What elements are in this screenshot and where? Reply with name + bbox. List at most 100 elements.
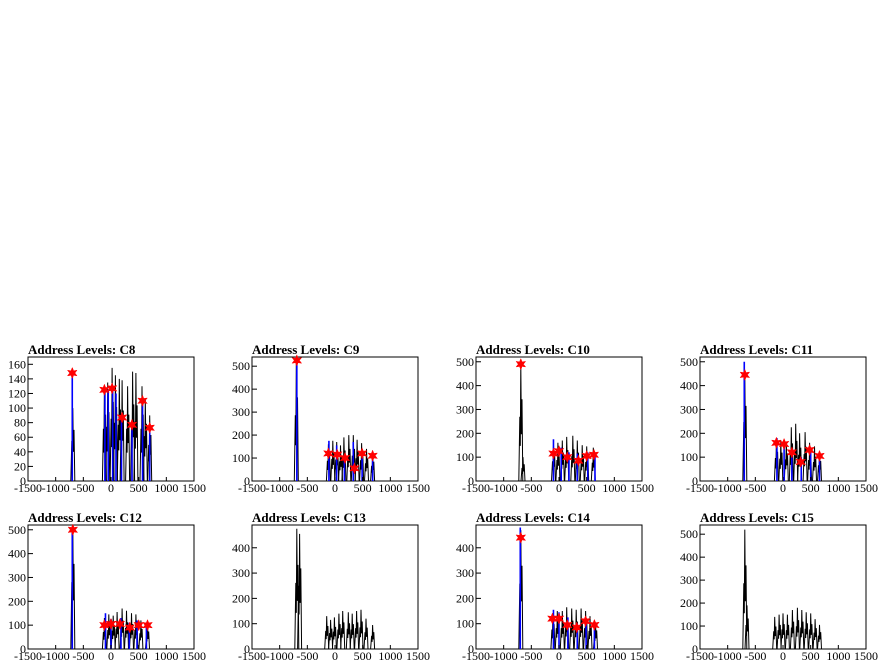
y-tick-label: 0 xyxy=(468,474,474,488)
black-peak-5 xyxy=(780,613,786,650)
peak-marker-3 xyxy=(106,382,118,395)
y-tick-label: 300 xyxy=(680,573,698,587)
x-tick-label: -1000 xyxy=(490,649,518,663)
x-tick-label: -500 xyxy=(744,649,766,663)
black-peak-12 xyxy=(812,619,818,650)
y-tick-label: 100 xyxy=(456,450,474,464)
black-peak-10 xyxy=(133,372,139,482)
chart-title: Address Levels: C13 xyxy=(252,510,366,525)
peak-marker-6 xyxy=(580,615,591,628)
y-tick-label: 500 xyxy=(680,355,698,369)
y-tick-label: 100 xyxy=(8,618,26,632)
peak-marker-1 xyxy=(66,366,78,380)
black-peak-8 xyxy=(125,386,131,482)
y-tick-label: 300 xyxy=(680,402,698,416)
y-tick-label: 0 xyxy=(244,642,250,656)
y-tick-label: 100 xyxy=(232,451,250,465)
peak-marker-7 xyxy=(589,618,600,632)
chart-title: Address Levels: C8 xyxy=(28,342,136,357)
black-peak-8 xyxy=(794,607,800,650)
peak-marker-4 xyxy=(786,446,798,459)
x-tick-label: 0 xyxy=(780,481,786,495)
x-tick-label: 1500 xyxy=(854,481,878,495)
y-tick-label: 100 xyxy=(680,619,698,633)
peak-marker-2 xyxy=(771,436,782,449)
y-tick-label: 400 xyxy=(456,541,474,555)
x-tick-label: 1000 xyxy=(826,649,850,663)
chart-panel-3: Address Levels: C10 0 100 200 300 400 500 -1500… xyxy=(456,342,654,495)
x-tick-label: -1500 xyxy=(462,649,490,663)
black-peak-10 xyxy=(803,612,809,650)
x-tick-label: -500 xyxy=(296,481,318,495)
y-tick-label: 100 xyxy=(456,617,474,631)
x-tick-label: 1000 xyxy=(602,481,626,495)
y-tick-label: 200 xyxy=(232,591,250,605)
black-peak-3 xyxy=(324,616,330,650)
y-tick-label: 200 xyxy=(456,591,474,605)
black-peak-7 xyxy=(570,435,576,482)
peak-marker-5 xyxy=(571,621,583,634)
black-peak-9 xyxy=(354,439,360,482)
x-tick-label: -1500 xyxy=(238,649,266,663)
x-tick-label: -1500 xyxy=(14,481,42,495)
black-peak-9 xyxy=(799,609,805,650)
peak-marker-1 xyxy=(67,523,79,536)
x-tick-label: 0 xyxy=(108,481,114,495)
y-tick-label: 400 xyxy=(680,379,698,393)
chart-panel-4: Address Levels: C11 0 100 200 300 400 500 -1500… xyxy=(680,342,878,495)
x-tick-label: 1000 xyxy=(154,481,178,495)
x-tick-label: 1500 xyxy=(630,481,654,495)
black-peak-6 xyxy=(336,613,342,650)
black-peak-12 xyxy=(363,618,369,650)
peak-marker-5 xyxy=(126,418,138,431)
chart-title: Address Levels: C9 xyxy=(252,342,360,357)
black-peak-4 xyxy=(776,614,782,650)
x-tick-label: -1000 xyxy=(490,481,518,495)
x-tick-label: -500 xyxy=(744,481,766,495)
peak-marker-1 xyxy=(291,354,303,367)
y-tick-label: 300 xyxy=(456,566,474,580)
x-tick-label: 0 xyxy=(556,649,562,663)
x-tick-label: 500 xyxy=(354,649,372,663)
x-tick-label: 500 xyxy=(130,481,148,495)
chart-panel-5: Address Levels: C12 0 100 200 300 400 500 -1500… xyxy=(8,510,206,663)
x-tick-label: -500 xyxy=(520,649,542,663)
peak-marker-4 xyxy=(561,451,573,464)
x-tick-label: 500 xyxy=(578,481,596,495)
y-tick-label: 200 xyxy=(456,426,474,440)
y-tick-label: 0 xyxy=(20,474,26,488)
y-tick-label: 60 xyxy=(14,430,26,444)
plot-frame xyxy=(699,356,867,482)
peak-marker-2 xyxy=(547,612,558,625)
y-tick-label: 400 xyxy=(680,550,698,564)
black-peak-10 xyxy=(812,446,817,482)
y-tick-label: 300 xyxy=(8,570,26,584)
black-peak-13 xyxy=(147,415,153,482)
peak-marker-6 xyxy=(137,394,148,407)
x-tick-label: -500 xyxy=(72,649,94,663)
peak-marker-7 xyxy=(814,449,825,463)
y-tick-label: 140 xyxy=(8,372,26,386)
y-tick-label: 200 xyxy=(8,594,26,608)
x-tick-label: 0 xyxy=(332,649,338,663)
y-tick-label: 100 xyxy=(680,450,698,464)
chart-title: Address Levels: C12 xyxy=(28,510,142,525)
black-peak-7 xyxy=(789,609,795,650)
x-tick-label: -1500 xyxy=(462,481,490,495)
y-tick-label: 400 xyxy=(232,541,250,555)
black-peak-2 xyxy=(297,533,303,650)
peak-marker-4 xyxy=(114,617,126,631)
peak-marker-5 xyxy=(795,455,807,469)
peak-marker-3 xyxy=(778,437,790,451)
x-tick-label: 0 xyxy=(332,481,338,495)
black-peak-7 xyxy=(797,433,803,482)
black-peak-12 xyxy=(142,399,148,482)
y-tick-label: 20 xyxy=(14,459,26,473)
black-peak-1 xyxy=(742,529,748,650)
y-tick-label: 80 xyxy=(14,416,26,430)
peak-marker-2 xyxy=(323,447,334,460)
peak-marker-4 xyxy=(561,618,573,632)
x-tick-label: -1500 xyxy=(238,481,266,495)
x-tick-label: 1500 xyxy=(854,649,878,663)
black-peak-8 xyxy=(345,612,351,650)
